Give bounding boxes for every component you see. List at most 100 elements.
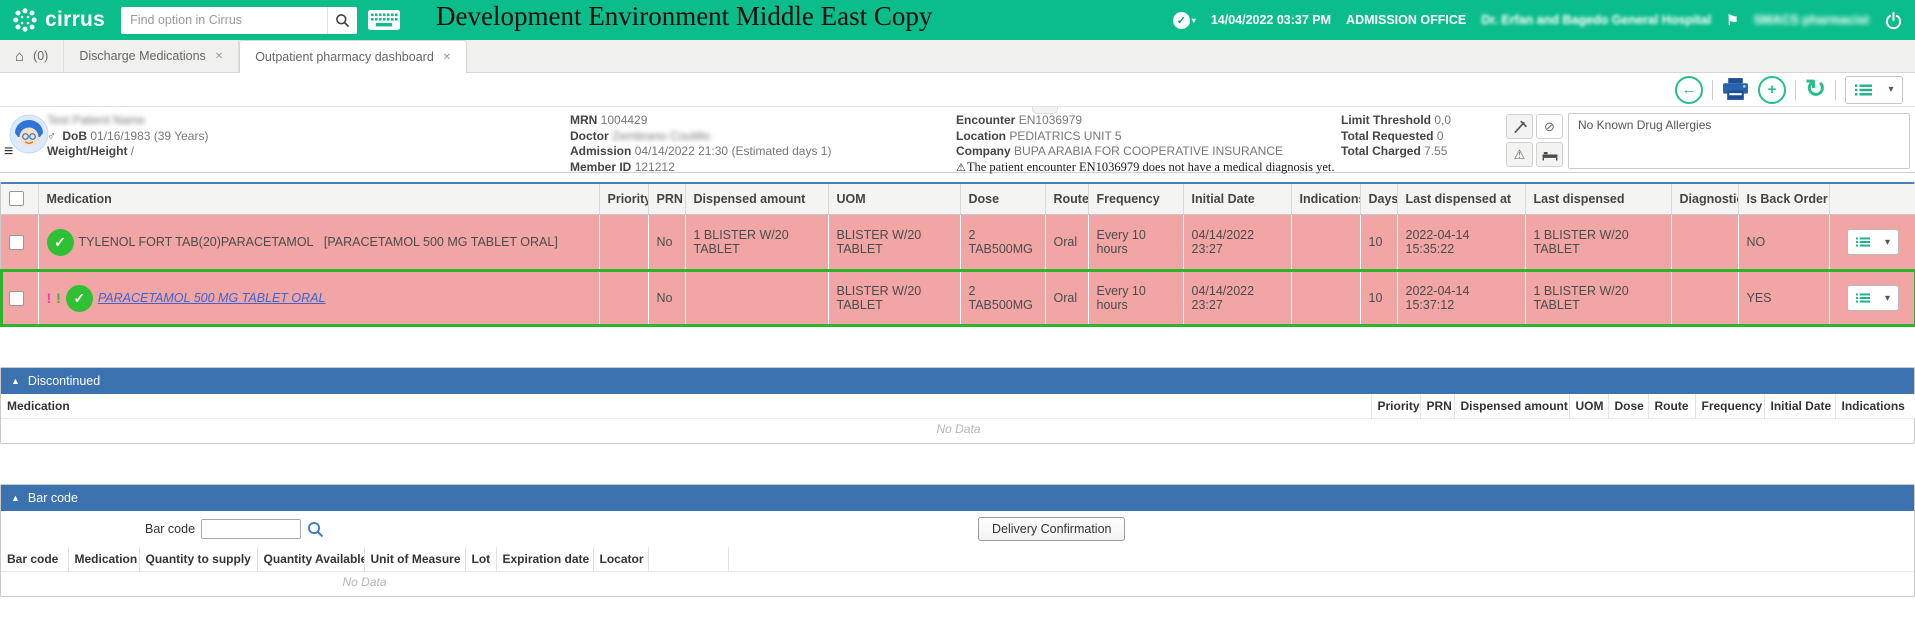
col-diagnostic[interactable]: Diagnostic xyxy=(1671,184,1739,215)
col-route[interactable]: Route xyxy=(1045,184,1089,215)
col-medication[interactable]: Medication xyxy=(1,394,1371,419)
bed-button[interactable] xyxy=(1536,142,1563,167)
select-all-cell xyxy=(1,184,39,215)
tab-label: Outpatient pharmacy dashboard xyxy=(255,50,434,64)
crutch-button[interactable] xyxy=(1506,114,1533,139)
col-dispensed-amount[interactable]: Dispensed amount xyxy=(685,184,829,215)
col-days[interactable]: Days xyxy=(1360,184,1398,215)
cirrus-brand[interactable]: cirrus xyxy=(12,7,105,33)
col-prn[interactable]: PRN xyxy=(1419,394,1454,419)
col-dose[interactable]: Dose xyxy=(1607,394,1648,419)
search-button[interactable] xyxy=(327,6,358,34)
col-indications[interactable]: Indications xyxy=(1834,394,1915,419)
location-value: PEDIATRICS UNIT 5 xyxy=(1009,128,1122,143)
connection-status[interactable]: ✓ ▾ xyxy=(1172,11,1196,29)
col-expiration-date[interactable]: Expiration date xyxy=(495,547,593,572)
row-actions-group: ▾ xyxy=(1846,285,1899,311)
delivery-confirmation-button[interactable]: Delivery Confirmation xyxy=(978,517,1126,541)
table-row-selected[interactable]: ! ! ✓ PARACETAMOL 500 MG TABLET ORAL No … xyxy=(0,269,1915,327)
print-button[interactable] xyxy=(1722,77,1749,102)
col-uom[interactable]: UOM xyxy=(1568,394,1608,419)
table-row[interactable]: ✓ TYLENOL FORT TAB(20)PARACETAMOL [PARAC… xyxy=(1,214,1915,270)
search-icon xyxy=(308,521,324,537)
col-dispensed-amount[interactable]: Dispensed amount xyxy=(1453,394,1569,419)
barcode-header[interactable]: ▲ Bar code xyxy=(1,485,1914,511)
alert-green-icon: ! xyxy=(56,290,61,306)
patient-header: ≡ Test Patient Name ♂ DoB 01/16/1983 (39… xyxy=(0,106,1915,174)
col-frequency[interactable]: Frequency xyxy=(1694,394,1764,419)
doctor-value: Zembrano Coutillo xyxy=(612,128,711,143)
col-uom[interactable]: UOM xyxy=(828,184,961,215)
col-last-dispensed-at[interactable]: Last dispensed at xyxy=(1397,184,1526,215)
virtual-keyboard-button[interactable] xyxy=(367,9,401,31)
logout-button[interactable] xyxy=(1884,11,1903,30)
select-all-checkbox[interactable] xyxy=(9,191,24,207)
row-checkbox[interactable] xyxy=(9,234,24,250)
bed-icon xyxy=(1542,152,1557,161)
department[interactable]: ADMISSION OFFICE xyxy=(1346,13,1467,27)
view-options-dropdown[interactable]: ▾ xyxy=(1880,76,1902,103)
list-icon xyxy=(1854,84,1872,95)
col-locator[interactable]: Locator xyxy=(592,547,648,572)
col-bar-code[interactable]: Bar code xyxy=(1,547,68,572)
col-dose[interactable]: Dose xyxy=(960,184,1046,215)
col-initial-date[interactable]: Initial Date xyxy=(1183,184,1292,215)
col-route[interactable]: Route xyxy=(1647,394,1695,419)
col-is-back-order[interactable]: Is Back Order xyxy=(1738,184,1830,215)
collapse-handle[interactable] xyxy=(1032,107,1058,114)
current-user[interactable]: SMACS pharmacist xyxy=(1753,13,1869,27)
list-view-button[interactable] xyxy=(1846,76,1880,103)
barcode-input[interactable] xyxy=(201,519,302,539)
frequency-cell: Every 10 hours xyxy=(1088,270,1184,326)
col-frequency[interactable]: Frequency xyxy=(1088,184,1184,215)
tab-outpatient-pharmacy-dashboard[interactable]: Outpatient pharmacy dashboard ✕ xyxy=(239,40,468,73)
row-menu-button[interactable] xyxy=(1847,286,1878,310)
frequency-cell: Every 10 hours xyxy=(1088,214,1184,270)
refresh-button[interactable]: ↻ xyxy=(1805,77,1826,102)
row-dropdown-button[interactable]: ▾ xyxy=(1877,230,1898,255)
close-icon[interactable]: ✕ xyxy=(214,50,224,62)
col-initial-date[interactable]: Initial Date xyxy=(1763,394,1835,419)
tab-discharge-medications[interactable]: Discharge Medications ✕ xyxy=(64,40,240,72)
close-icon[interactable]: ✕ xyxy=(442,51,452,63)
barcode-search-button[interactable] xyxy=(307,521,324,538)
prn-cell: No xyxy=(648,270,686,326)
dose-cell: 2 TAB500MG xyxy=(960,270,1046,326)
flag-icon[interactable]: ⚑ xyxy=(1726,11,1739,28)
alerts-button[interactable]: ⚠ xyxy=(1506,142,1533,167)
col-last-dispensed[interactable]: Last dispensed xyxy=(1525,184,1672,215)
patient-menu-icon[interactable]: ≡ xyxy=(4,143,14,160)
add-button[interactable]: + xyxy=(1758,75,1787,104)
col-quantity-available[interactable]: Quantity Available xyxy=(256,547,364,572)
back-button[interactable]: ← xyxy=(1675,75,1704,104)
total-charged-value: 7.55 xyxy=(1424,144,1448,158)
barcode-field-label: Bar code xyxy=(145,522,196,536)
allergies-button[interactable]: ⊘ xyxy=(1536,114,1563,139)
col-priority[interactable]: Priority xyxy=(1370,394,1420,419)
barcode-header-row: Bar code Medication Quantity to supply Q… xyxy=(1,547,1914,572)
patient-avatar[interactable] xyxy=(9,114,49,154)
warning-icon: ⚠ xyxy=(956,161,966,174)
col-indications[interactable]: Indications xyxy=(1291,184,1361,215)
discontinued-header[interactable]: ▲ Discontinued xyxy=(1,368,1914,394)
row-checkbox[interactable] xyxy=(9,290,24,306)
row-menu-button[interactable] xyxy=(1847,230,1878,255)
chevron-down-icon: ▾ xyxy=(1884,236,1891,248)
search-input[interactable] xyxy=(121,6,328,34)
col-prn[interactable]: PRN xyxy=(648,184,686,215)
col-quantity-to-supply[interactable]: Quantity to supply xyxy=(138,547,257,572)
last-dispensed-time: 15:35:22 xyxy=(1405,242,1455,257)
uom-cell: BLISTER W/20 TABLET xyxy=(828,270,961,326)
dispensed-amount-cell: 1 BLISTER W/20 TABLET xyxy=(685,214,829,270)
col-lot[interactable]: Lot xyxy=(464,547,496,572)
col-medication[interactable]: Medication xyxy=(67,547,139,572)
tab-home[interactable]: ⌂ (0) xyxy=(0,40,65,72)
col-unit-of-measure[interactable]: Unit of Measure xyxy=(363,547,465,572)
col-medication[interactable]: Medication xyxy=(38,184,600,215)
col-priority[interactable]: Priority xyxy=(599,184,649,215)
printer-icon xyxy=(1723,78,1749,100)
medication-link[interactable]: PARACETAMOL 500 MG TABLET ORAL xyxy=(97,291,326,305)
row-dropdown-button[interactable]: ▾ xyxy=(1877,286,1898,310)
refresh-icon: ↻ xyxy=(1805,75,1826,103)
plus-icon: + xyxy=(1767,81,1777,98)
